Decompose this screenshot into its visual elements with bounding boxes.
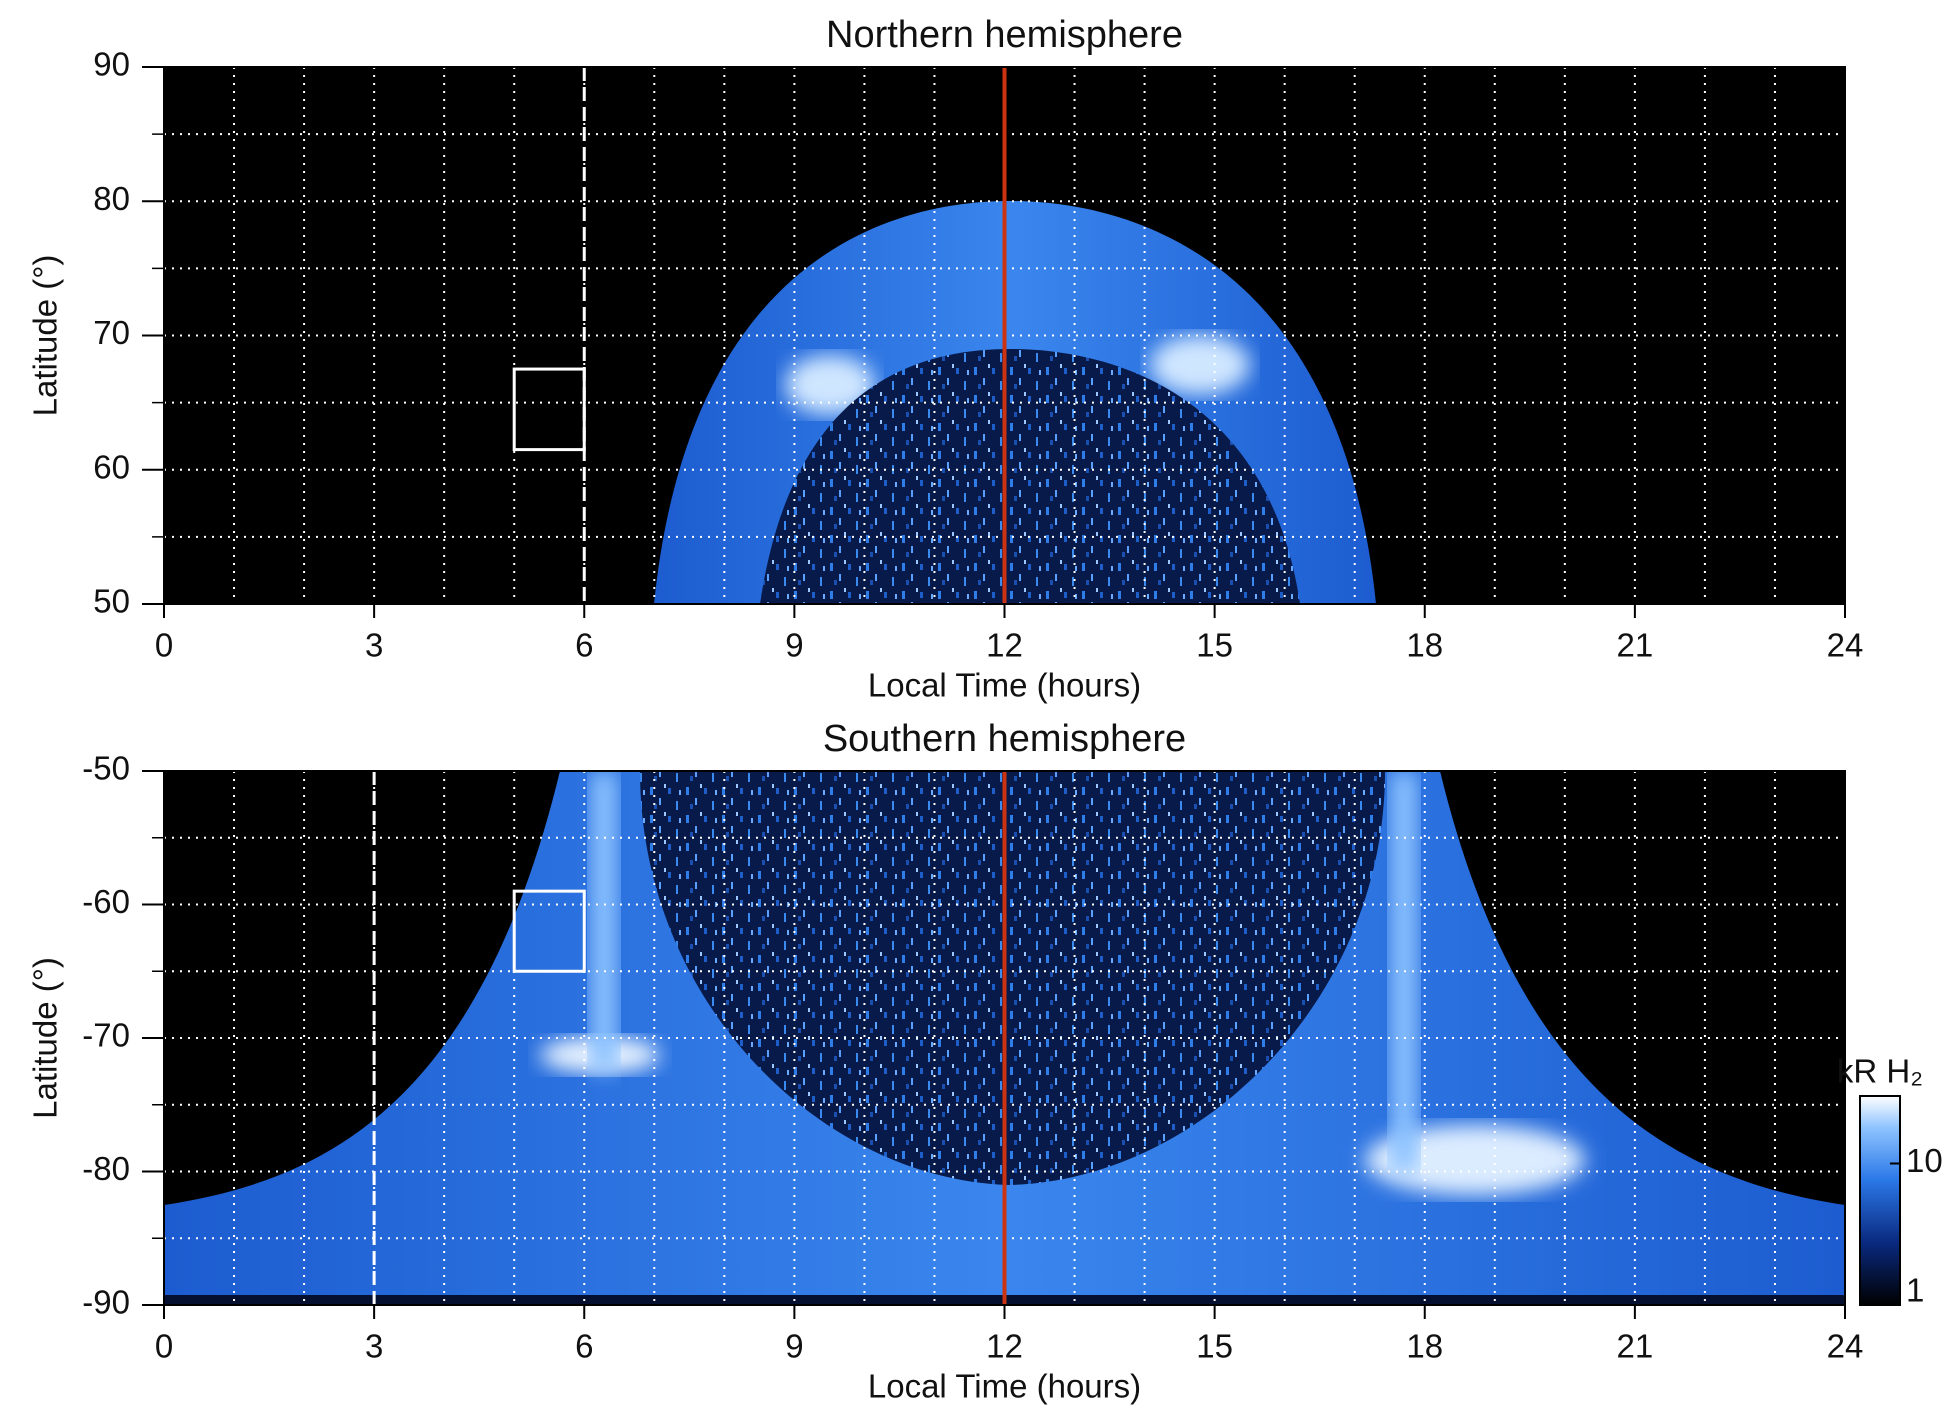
chart-title: Southern hemisphere	[823, 718, 1186, 760]
y-tick-label: -60	[82, 883, 130, 920]
x-tick-label: 6	[575, 627, 593, 664]
colorbar-label: kR H₂	[1837, 1053, 1923, 1090]
x-tick-label: 21	[1617, 627, 1654, 664]
colorbar	[1859, 1095, 1901, 1306]
x-tick-label: 9	[785, 627, 803, 664]
bright-spot	[1365, 1125, 1585, 1195]
y-tick-label: 80	[93, 180, 130, 217]
y-axis-label: Latitude (°)	[27, 957, 64, 1119]
x-tick-label: 6	[575, 1328, 593, 1365]
x-tick-label: 18	[1406, 1328, 1443, 1365]
x-tick-label: 0	[155, 627, 173, 664]
x-tick-label: 12	[986, 627, 1023, 664]
x-tick-label: 24	[1827, 627, 1864, 664]
x-axis-label: Local Time (hours)	[868, 1368, 1141, 1405]
x-tick-label: 21	[1617, 1328, 1654, 1365]
chart-title: Northern hemisphere	[826, 14, 1183, 56]
bright-spot	[785, 355, 875, 415]
y-tick-label: -80	[82, 1150, 130, 1187]
x-tick-label: 3	[365, 627, 383, 664]
x-tick-label: 18	[1406, 627, 1443, 664]
colorbar-tick-label: 10	[1906, 1142, 1943, 1179]
polar-region	[640, 771, 1385, 1185]
y-tick-label: 90	[93, 46, 130, 83]
x-tick-label: 15	[1196, 1328, 1233, 1365]
colorbar-tick-label: 1	[1906, 1272, 1924, 1309]
y-axis-label: Latitude (°)	[27, 255, 64, 417]
x-axis-label: Local Time (hours)	[868, 667, 1141, 704]
x-tick-label: 24	[1827, 1328, 1864, 1365]
polar-region	[760, 349, 1300, 604]
x-tick-label: 12	[986, 1328, 1023, 1365]
bright-arc	[590, 771, 618, 1071]
emission-map	[654, 201, 1376, 604]
x-tick-label: 3	[365, 1328, 383, 1365]
bright-spot	[1150, 335, 1250, 395]
y-tick-label: -50	[82, 750, 130, 787]
y-tick-label: 60	[93, 448, 130, 485]
region-box	[512, 889, 586, 973]
y-tick-label: -90	[82, 1284, 130, 1321]
y-tick-label: 70	[93, 314, 130, 351]
x-tick-label: 0	[155, 1328, 173, 1365]
x-tick-label: 15	[1196, 627, 1233, 664]
y-tick-label: -70	[82, 1017, 130, 1054]
region-box	[512, 367, 586, 452]
y-tick-label: 50	[93, 583, 130, 620]
x-tick-label: 9	[785, 1328, 803, 1365]
